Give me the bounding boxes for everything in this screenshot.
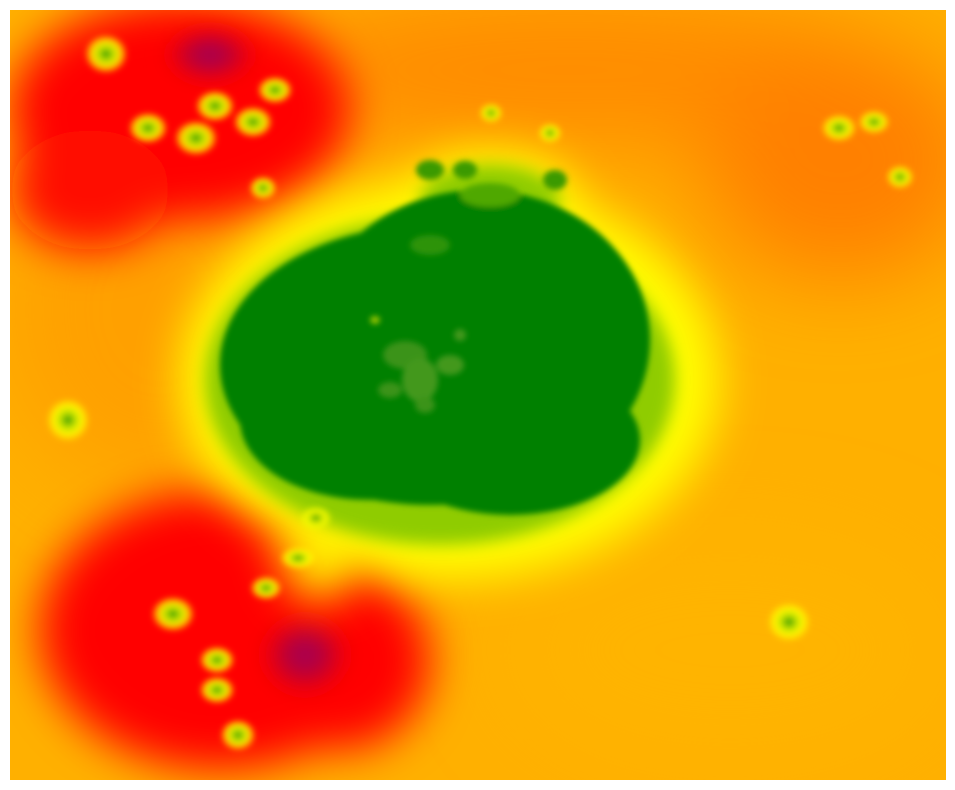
spot [821,114,857,142]
spot [249,176,277,200]
spot [257,76,293,104]
isolated-spots [46,34,914,751]
low-intensity-chain [250,506,332,600]
inner-texture [370,235,466,413]
spot [479,103,503,123]
spot [128,112,168,144]
spot [220,719,256,751]
spot [151,596,195,632]
spot [886,165,914,189]
heatmap-map[interactable] [10,10,946,780]
spot [538,123,562,143]
heatmap-canvas[interactable] [10,10,946,780]
low-intensity-region [180,150,720,600]
spot [199,646,235,674]
spot [195,90,235,122]
spot [174,120,218,156]
spot [767,602,811,642]
spot [199,676,235,704]
peak-regions [155,20,360,705]
spot [46,398,90,442]
spot [233,106,273,138]
orange-regions [10,10,946,770]
spot [84,34,128,74]
spot [858,110,890,134]
